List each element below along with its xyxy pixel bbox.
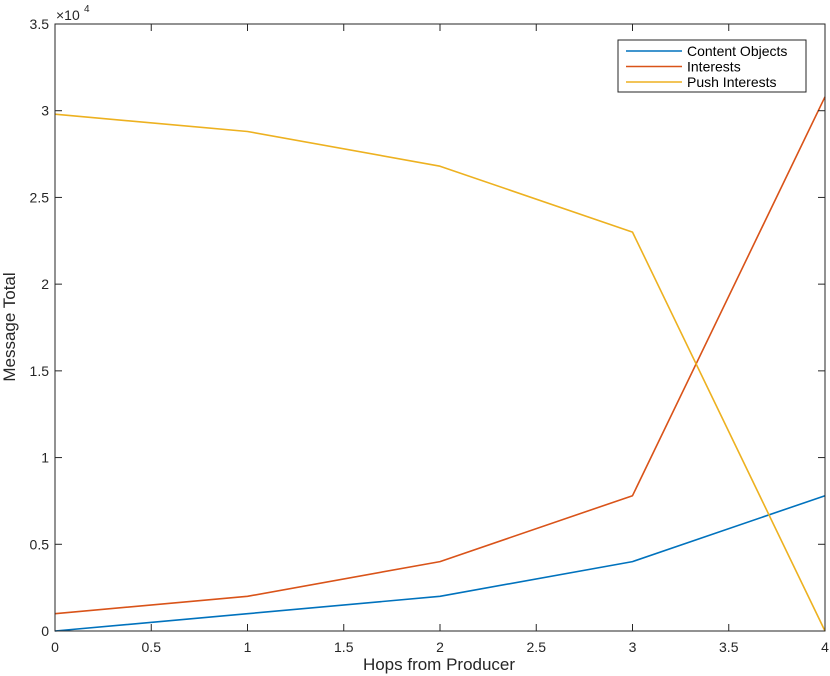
y-exponent-base: ×10 xyxy=(56,7,80,23)
x-tick-label: 2 xyxy=(436,639,444,655)
series-group xyxy=(54,96,826,632)
x-axis-label: Hops from Producer xyxy=(363,655,515,674)
series-line-1 xyxy=(54,494,826,632)
y-tick-label: 3 xyxy=(41,103,49,119)
ticks-group: 0 0.5 1 1.5 2 2.5 3 3.5 4 0 0.5 1 1.5 2 2.5 3 3.5 xyxy=(30,16,830,655)
x-tick-label: 0.5 xyxy=(142,639,162,655)
x-tick-label: 1.5 xyxy=(334,639,354,655)
plot-background xyxy=(55,24,825,631)
x-tick-label: 2.5 xyxy=(527,639,547,655)
y-tick-label: 0 xyxy=(41,623,49,639)
y-tick-label: 1 xyxy=(41,450,49,466)
axis-labels-group: Hops from Producer Message Total ×10 4 xyxy=(0,4,515,674)
y-tick-label: 2.5 xyxy=(30,189,50,205)
legend-entry-1: Content Objects xyxy=(687,43,787,59)
y-axis-label: Message Total xyxy=(0,272,19,381)
x-tick-label: 0 xyxy=(51,639,59,655)
x-tick-label: 1 xyxy=(244,639,252,655)
y-tick-label: 2 xyxy=(41,276,49,292)
y-exponent-power: 4 xyxy=(84,4,90,15)
y-tick-label: 0.5 xyxy=(30,536,50,552)
plot-area xyxy=(55,24,825,631)
x-tick-label: 4 xyxy=(821,639,829,655)
x-tick-label: 3 xyxy=(629,639,637,655)
legend-entry-2: Interests xyxy=(687,59,741,75)
legend-entry-3: Push Interests xyxy=(687,74,777,90)
series-line-3 xyxy=(54,113,826,632)
y-tick-label: 3.5 xyxy=(30,16,50,32)
x-tick-label: 3.5 xyxy=(719,639,739,655)
y-tick-label: 1.5 xyxy=(30,363,50,379)
series-line-2 xyxy=(54,96,826,615)
